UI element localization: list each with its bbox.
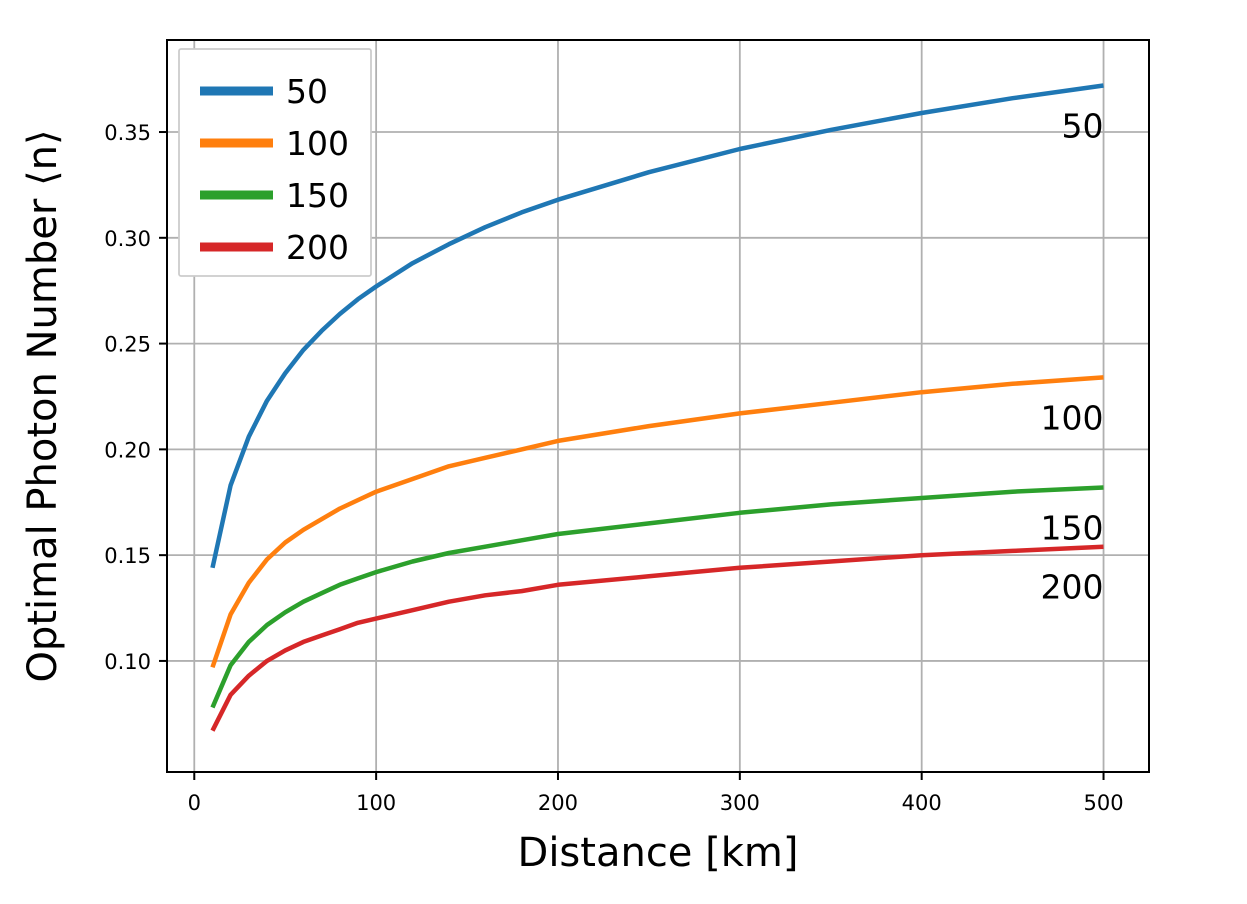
- series-annotation-50: 50: [1062, 106, 1104, 145]
- x-tick-label: 100: [356, 791, 396, 815]
- y-tick-label: 0.35: [104, 121, 151, 145]
- series-line-200: [210, 544, 1104, 732]
- x-tick-label: 300: [720, 791, 760, 815]
- y-axis-ticks: 0.10 0.15 0.20 0.25 0.30 0.35: [104, 121, 167, 674]
- x-axis-label: Distance [km]: [518, 830, 799, 876]
- y-tick-label: 0.10: [104, 650, 151, 674]
- y-tick-label: 0.20: [104, 438, 151, 462]
- y-axis-label: Optimal Photon Number ⟨n⟩: [20, 129, 66, 682]
- x-tick-label: 200: [538, 791, 578, 815]
- y-tick-label: 0.30: [104, 227, 151, 251]
- legend-label-50: 50: [286, 72, 328, 111]
- y-tick-label: 0.15: [104, 544, 151, 568]
- series-lines: [210, 83, 1104, 732]
- legend-items: 50 100 150 200: [200, 72, 349, 267]
- series-annotations: 50 100 150 200: [1041, 106, 1104, 606]
- x-tick-label: 500: [1083, 791, 1123, 815]
- legend-label-200: 200: [286, 228, 349, 267]
- y-tick-label: 0.25: [104, 333, 151, 357]
- series-annotation-150: 150: [1041, 508, 1104, 547]
- series-line-100: [210, 375, 1104, 669]
- legend: 50 100 150 200: [178, 48, 372, 277]
- legend-box: [178, 48, 372, 277]
- series-annotation-100: 100: [1041, 398, 1104, 437]
- series-annotation-200: 200: [1041, 568, 1104, 607]
- legend-label-100: 100: [286, 124, 349, 163]
- x-tick-label: 400: [902, 791, 942, 815]
- x-tick-label: 0: [188, 791, 201, 815]
- x-axis-ticks: 0 100 200 300 400 500: [188, 772, 1124, 815]
- legend-label-150: 150: [286, 176, 349, 215]
- series-line-150: [210, 485, 1104, 709]
- series-line-50: [210, 83, 1104, 569]
- plot-frame: [166, 39, 1150, 773]
